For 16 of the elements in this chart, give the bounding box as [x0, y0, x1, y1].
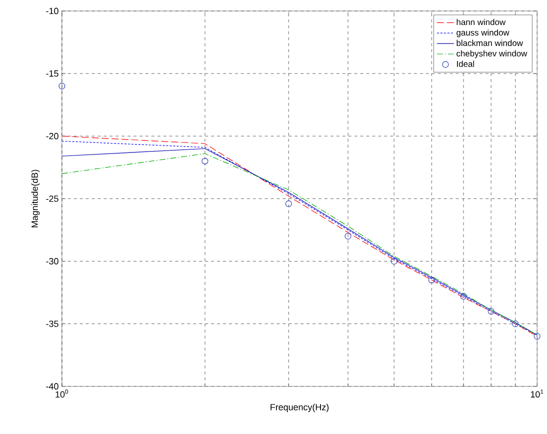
y-tick-label: -40 — [46, 383, 58, 390]
y-tick-label: -15 — [46, 70, 58, 77]
y-tick-label: -30 — [46, 258, 58, 264]
x-tick-label: 10$^{0}$ — [56, 389, 68, 398]
y-axis-title: Magnitude(dB) — [31, 170, 40, 228]
y-tick-label: -25 — [46, 195, 58, 202]
legend-label: Ideal — [457, 60, 474, 67]
legend-label: gauss window — [456, 29, 510, 38]
y-tick-label: -10 — [46, 8, 58, 14]
legend-label: hann window — [456, 18, 506, 25]
y-tick-label: -20 — [46, 132, 58, 140]
y-tick-label: -35 — [46, 320, 58, 327]
legend-label: blackman window — [456, 40, 523, 46]
x-tick-label: 10$^{1}$ — [530, 389, 544, 398]
legend-label: chebyshev window — [456, 50, 528, 58]
x-axis-title: Frequency(Hz) — [270, 404, 329, 412]
